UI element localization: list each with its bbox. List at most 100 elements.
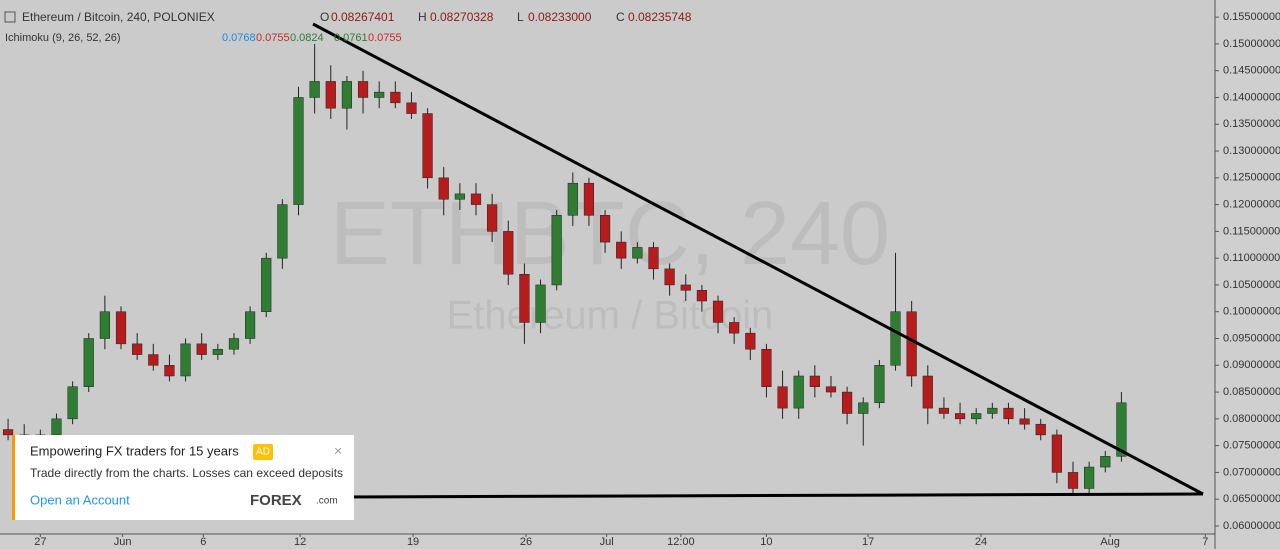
y-tick-label: 0.08000000 [1223,413,1280,425]
candle-body [777,386,788,409]
candle-body [938,407,950,414]
candle-body [971,413,982,420]
candle-body [245,311,256,339]
x-tick-label: 24 [975,536,987,548]
indicator-value: 0.0761 [334,32,368,44]
indicator-value: 0.0755 [256,32,290,44]
candle-body [906,311,917,377]
candle-body [148,354,159,366]
candle-body [487,204,498,232]
candle-body [212,348,223,355]
candle-body [551,215,562,286]
watermark-name: Ethereum / Bitcoin [447,294,774,338]
ad-badge: AD [256,447,270,458]
candle-body [357,81,369,98]
candle-body [632,247,643,259]
indicator-value: 0.0755 [368,32,402,44]
candle-body [406,102,417,114]
y-tick-label: 0.06000000 [1223,520,1280,532]
x-tick-label: Jun [114,536,132,548]
candle-body [729,322,740,334]
trendline-upper [312,22,1204,496]
x-tick-label: 26 [520,536,532,548]
ad-close[interactable]: × [334,443,342,459]
candle-body [454,193,465,200]
price-axis [1215,0,1280,549]
candle-body [115,311,127,345]
indicator-value: 0.0768 [222,32,256,44]
candle-body [793,375,804,409]
y-tick-label: 0.14000000 [1223,91,1280,103]
high-value: 0.08270328 [430,10,494,24]
symbol: Ethereum / Bitcoin, 240, POLONIEX [22,10,215,24]
candle-body [696,290,707,302]
candle-body [922,375,933,409]
y-tick-label: 0.08500000 [1223,386,1280,398]
y-tick-label: 0.09000000 [1223,359,1280,371]
candle-body [390,91,401,104]
x-tick-label: 27 [34,536,46,548]
y-tick-label: 0.11500000 [1223,225,1280,237]
candle-body [1100,456,1111,468]
indicator-value: 0.0824 [290,32,324,44]
ad-box: Empowering FX traders for 15 years AD × … [12,435,354,520]
x-tick-label: 17 [862,536,874,548]
y-tick-label: 0.07500000 [1223,440,1280,452]
candle-body [67,386,78,420]
open-value: 0.08267401 [331,10,395,24]
y-tick-label: 0.12000000 [1223,199,1280,211]
candle-body [616,241,627,259]
x-tick-label: Aug [1100,536,1120,548]
candle-body [825,386,837,393]
candle-body [1019,418,1030,425]
x-tick-label: 12:00 [667,536,695,548]
ad-background [12,435,354,520]
candle-body [2,429,14,436]
y-tick-label: 0.15000000 [1223,38,1280,50]
ad-badge-bg [253,444,273,460]
ad-accent [12,435,15,520]
y-tick-label: 0.15500000 [1223,11,1280,23]
collapse-icon[interactable] [4,11,16,23]
candle-body [954,413,966,420]
y-tick-label: 0.09500000 [1223,332,1280,344]
candle-body [809,375,820,387]
candle-body [519,273,530,323]
x-tick-label: 19 [407,536,419,548]
candle-body [196,343,207,355]
candle-body [874,365,885,404]
candle-body [277,204,288,259]
candle-body [1035,423,1046,436]
candle-body [761,348,772,387]
candle-body [228,338,240,350]
ad-title: Empowering FX traders for 15 years [30,443,239,458]
candle-body [583,182,595,216]
close-value: 0.08235748 [628,10,692,24]
y-tick-label: 0.06500000 [1223,493,1280,505]
candle-body [164,365,175,377]
candle-body [1084,466,1095,489]
close-label: C [616,10,625,24]
y-tick-label: 0.14500000 [1223,65,1280,77]
candle-body [1003,407,1014,420]
candle-body [341,81,353,109]
y-tick-label: 0.10500000 [1223,279,1280,291]
candle-body [83,338,94,387]
candle-body [858,402,869,414]
ad-link[interactable]: Open an Account [30,492,130,507]
candle-body [680,284,691,291]
candle-body [293,97,304,205]
candle-body [1116,402,1127,457]
candle-body [180,343,191,377]
ad-brand: FOREX [250,492,302,509]
candle-body [712,300,724,323]
candle-body [309,81,320,98]
candle-body [745,332,756,350]
y-tick-label: 0.13000000 [1223,145,1280,157]
x-tick-label: 7 [1202,536,1208,548]
open-label: O [320,10,329,24]
low-value: 0.08233000 [528,10,592,24]
x-tick-label: 12 [294,536,306,548]
high-label: H [418,10,427,24]
candle-body [422,113,433,179]
